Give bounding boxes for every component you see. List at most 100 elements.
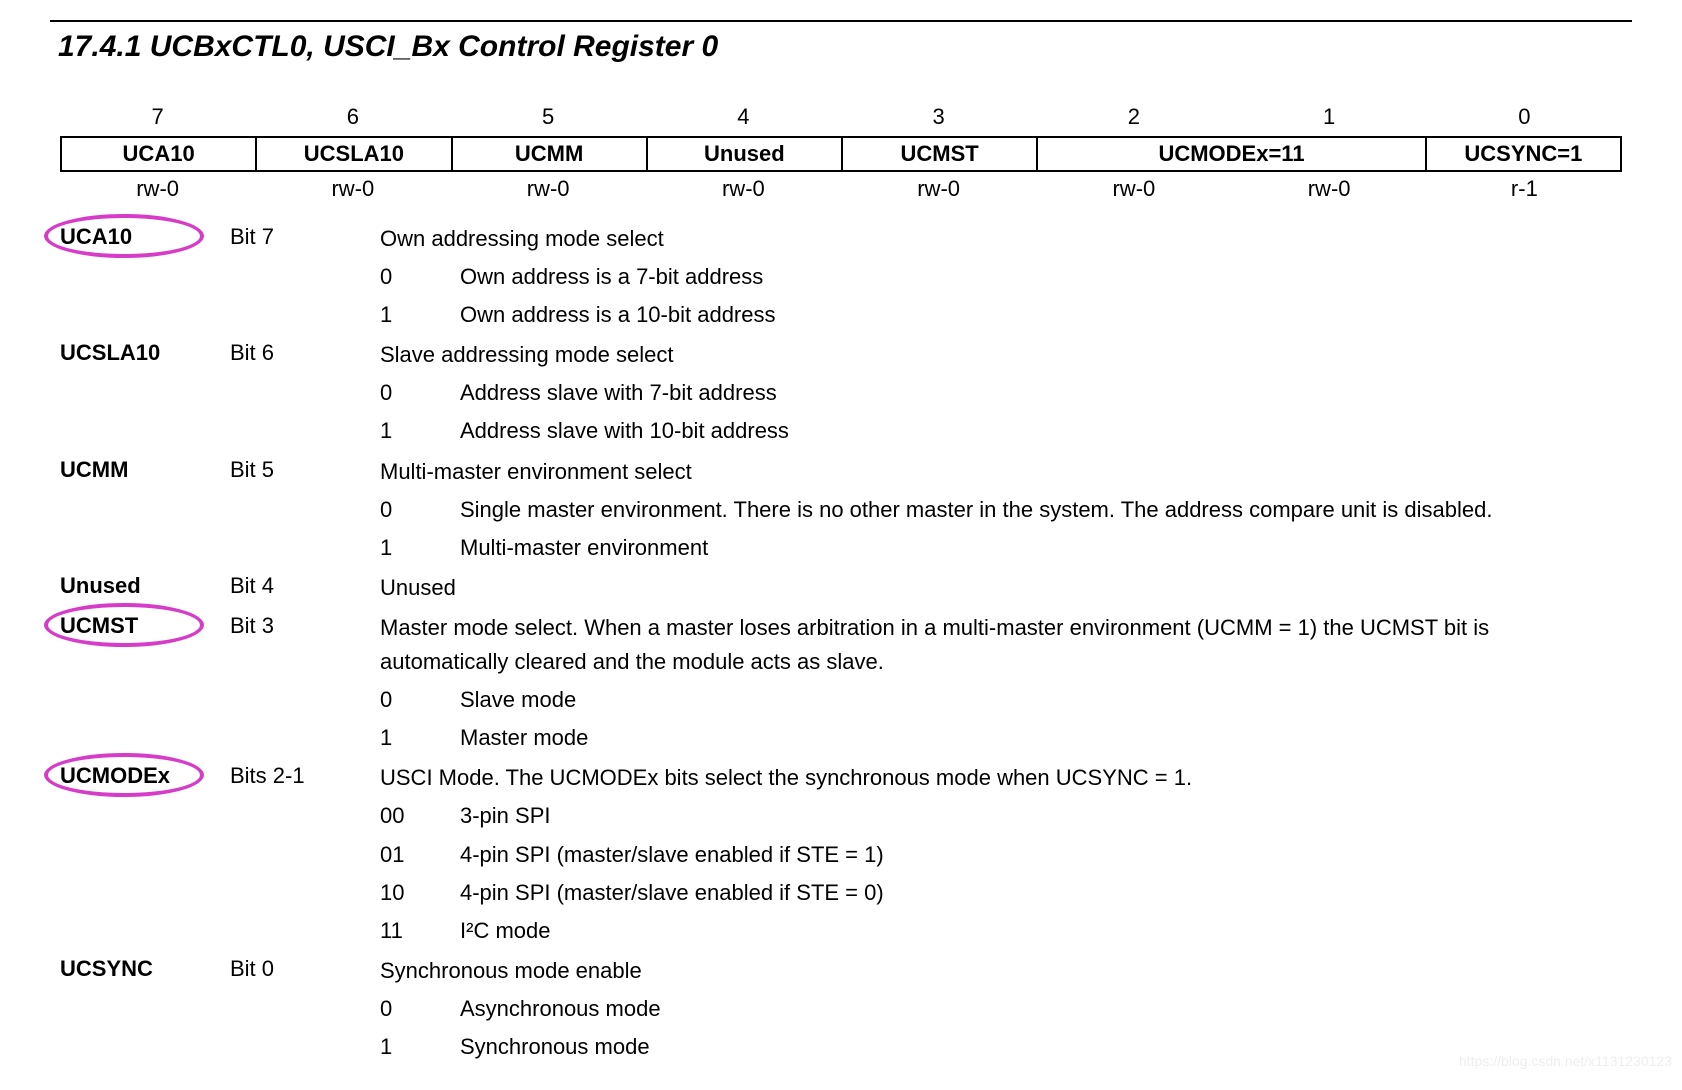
field-block: UCMODExBits 2-1USCI Mode. The UCMODEx bi… xyxy=(60,761,1622,947)
watermark-text: https://blog.csdn.net/x1131230123 xyxy=(1459,1053,1672,1069)
register-field-row: UCA10UCSLA10UCMMUnusedUCMSTUCMODEx=11UCS… xyxy=(60,136,1622,172)
register-cell: UCA10 xyxy=(60,138,257,170)
field-description: Unused xyxy=(380,571,1622,605)
bit-number: 7 xyxy=(60,104,255,134)
field-desc-text: Multi-master environment select xyxy=(380,455,1622,489)
highlight-ellipse xyxy=(44,603,204,647)
register-cell: UCMST xyxy=(841,138,1038,170)
access-cell: r-1 xyxy=(1427,176,1622,202)
option-row: 0Own address is a 7-bit address xyxy=(380,260,1622,294)
field-block: UCSYNCBit 0Synchronous mode enable 0Async… xyxy=(60,954,1622,1064)
bit-number: 3 xyxy=(841,104,1036,134)
option-value: 0 xyxy=(380,683,460,717)
option-value: 1 xyxy=(380,721,460,755)
option-description: Address slave with 10-bit address xyxy=(460,414,1622,448)
option-description: Slave mode xyxy=(460,683,1622,717)
option-value: 1 xyxy=(380,414,460,448)
field-block: UnusedBit 4Unused xyxy=(60,571,1622,605)
field-description: Synchronous mode enable 0Asynchronous mod… xyxy=(380,954,1622,1064)
option-description: 4-pin SPI (master/slave enabled if STE =… xyxy=(460,838,1622,872)
field-description: Master mode select. When a master loses … xyxy=(380,611,1622,755)
highlight-ellipse xyxy=(44,214,204,258)
register-cell: UCSYNC=1 xyxy=(1425,138,1622,170)
field-description: Own addressing mode select 0Own address i… xyxy=(380,222,1622,332)
access-cell: rw-0 xyxy=(1232,176,1427,202)
option-row: 11I²C mode xyxy=(380,914,1622,948)
field-description: USCI Mode. The UCMODEx bits select the s… xyxy=(380,761,1622,947)
field-name: UCSYNC xyxy=(60,954,230,984)
option-value: 1 xyxy=(380,1030,460,1064)
option-value: 1 xyxy=(380,531,460,565)
field-bit: Bit 0 xyxy=(230,954,380,984)
option-value: 0 xyxy=(380,260,460,294)
bit-number-row: 76543210 xyxy=(60,104,1622,134)
option-description: Address slave with 7-bit address xyxy=(460,376,1622,410)
field-desc-text: Slave addressing mode select xyxy=(380,338,1622,372)
bit-number: 2 xyxy=(1036,104,1231,134)
field-name: UCMODEx xyxy=(60,761,230,791)
field-descriptions: UCA10Bit 7Own addressing mode select0Own… xyxy=(50,222,1632,1064)
bit-number: 6 xyxy=(255,104,450,134)
option-row: 1Own address is a 10-bit address xyxy=(380,298,1622,332)
register-cell: UCMODEx=11 xyxy=(1036,138,1427,170)
bit-number: 5 xyxy=(451,104,646,134)
option-description: Multi-master environment xyxy=(460,531,1622,565)
option-row: 1Master mode xyxy=(380,721,1622,755)
option-description: Asynchronous mode xyxy=(460,992,1622,1026)
option-row: 0Asynchronous mode xyxy=(380,992,1622,1026)
field-desc-text: Own addressing mode select xyxy=(380,222,1622,256)
field-bit: Bit 3 xyxy=(230,611,380,641)
option-description: I²C mode xyxy=(460,914,1622,948)
option-value: 00 xyxy=(380,799,460,833)
bit-number: 0 xyxy=(1427,104,1622,134)
field-block: UCSLA10Bit 6Slave addressing mode select… xyxy=(60,338,1622,448)
option-description: Own address is a 7-bit address xyxy=(460,260,1622,294)
option-row: 0Slave mode xyxy=(380,683,1622,717)
access-row: rw-0rw-0rw-0rw-0rw-0rw-0rw-0r-1 xyxy=(60,176,1622,202)
access-cell: rw-0 xyxy=(255,176,450,202)
register-cell: Unused xyxy=(646,138,843,170)
field-block: UCMSTBit 3Master mode select. When a mas… xyxy=(60,611,1622,755)
field-bit: Bit 7 xyxy=(230,222,380,252)
option-row: 104-pin SPI (master/slave enabled if STE… xyxy=(380,876,1622,910)
register-cell: UCMM xyxy=(451,138,648,170)
option-value: 1 xyxy=(380,298,460,332)
register-cell: UCSLA10 xyxy=(255,138,452,170)
access-cell: rw-0 xyxy=(60,176,255,202)
field-name: UCA10 xyxy=(60,222,230,252)
field-bit: Bit 4 xyxy=(230,571,380,601)
option-description: Own address is a 10-bit address xyxy=(460,298,1622,332)
field-desc-text: Unused xyxy=(380,571,1622,605)
option-value: 01 xyxy=(380,838,460,872)
option-row: 1Synchronous mode xyxy=(380,1030,1622,1064)
option-value: 10 xyxy=(380,876,460,910)
access-cell: rw-0 xyxy=(841,176,1036,202)
bit-number: 1 xyxy=(1232,104,1427,134)
field-desc-text: USCI Mode. The UCMODEx bits select the s… xyxy=(380,761,1622,795)
field-block: UCA10Bit 7Own addressing mode select 0Own… xyxy=(60,222,1622,332)
field-bit: Bit 6 xyxy=(230,338,380,368)
option-row: 1Address slave with 10-bit address xyxy=(380,414,1622,448)
field-desc-text: Synchronous mode enable xyxy=(380,954,1622,988)
field-name: UCMST xyxy=(60,611,230,641)
top-rule xyxy=(50,20,1632,22)
highlight-ellipse xyxy=(44,753,204,797)
section-title: 17.4.1 UCBxCTL0, USCI_Bx Control Registe… xyxy=(58,30,1632,64)
field-description: Multi-master environment select 0Single m… xyxy=(380,455,1622,565)
option-row: 0Single master environment. There is no … xyxy=(380,493,1622,527)
option-value: 11 xyxy=(380,914,460,948)
field-desc-text: Master mode select. When a master loses … xyxy=(380,611,1622,679)
field-name: Unused xyxy=(60,571,230,601)
option-description: Single master environment. There is no o… xyxy=(460,493,1622,527)
option-description: Synchronous mode xyxy=(460,1030,1622,1064)
field-bit: Bits 2-1 xyxy=(230,761,380,791)
option-description: 4-pin SPI (master/slave enabled if STE =… xyxy=(460,876,1622,910)
option-row: 014-pin SPI (master/slave enabled if STE… xyxy=(380,838,1622,872)
field-name: UCMM xyxy=(60,455,230,485)
option-description: Master mode xyxy=(460,721,1622,755)
option-description: 3-pin SPI xyxy=(460,799,1622,833)
access-cell: rw-0 xyxy=(646,176,841,202)
field-name: UCSLA10 xyxy=(60,338,230,368)
bit-number: 4 xyxy=(646,104,841,134)
option-row: 003-pin SPI xyxy=(380,799,1622,833)
